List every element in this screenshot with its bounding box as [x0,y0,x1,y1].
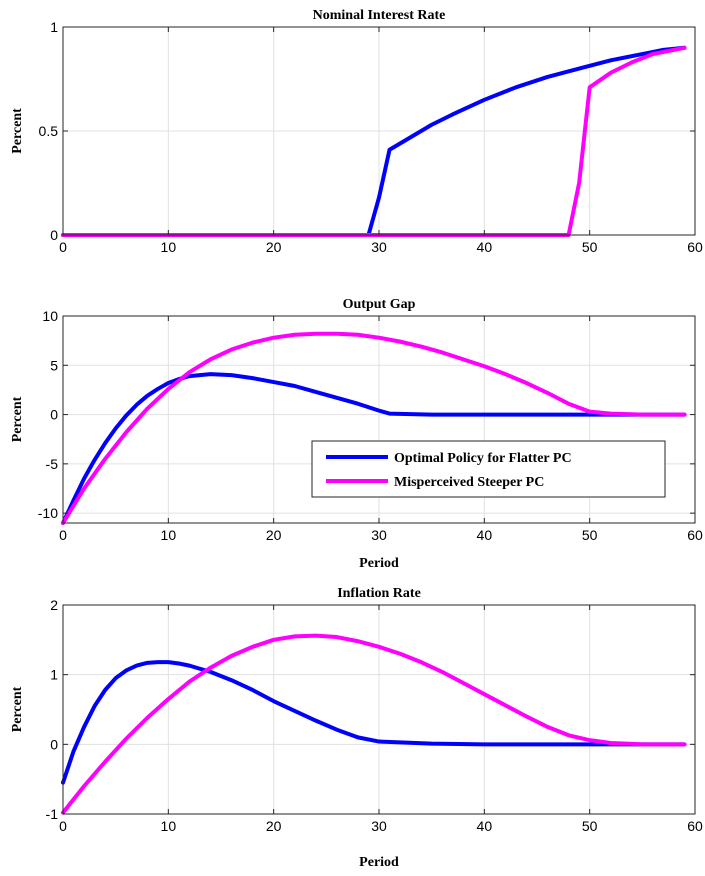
legend-box [311,440,666,498]
y-tick-label: 1 [50,667,58,683]
x-tick-label: 20 [266,527,282,543]
legend-label: Optimal Policy for Flatter PC [394,451,572,466]
x-tick-label: 0 [59,239,67,255]
series-line-2 [61,331,687,525]
legend: Optimal Policy for Flatter PC Misperceive… [311,440,666,498]
chart-title: Nominal Interest Rate [313,8,446,23]
y-tick-label: 0 [50,407,58,423]
y-tick-label: 5 [50,357,58,373]
x-axis-label: Period [359,855,399,870]
y-tick-label: -10 [38,505,58,521]
y-tick-label: 0 [50,227,58,243]
x-tick-label: 20 [266,818,282,834]
x-tick-label: 10 [161,527,177,543]
y-tick-label: 0.5 [39,123,59,139]
y-axis-label: Percent [10,108,25,154]
x-tick-label: 30 [371,527,387,543]
y-tick-label: -5 [46,456,59,472]
x-tick-label: 10 [161,818,177,834]
x-tick-label: 50 [582,239,598,255]
x-tick-label: 60 [687,818,703,834]
x-tick-label: 20 [266,239,282,255]
y-tick-label: 0 [50,736,58,752]
chart-title: Output Gap [343,297,416,312]
x-tick-label: 50 [582,818,598,834]
x-tick-label: 60 [687,527,703,543]
x-axis-label: Period [359,556,399,571]
x-tick-label: 0 [59,818,67,834]
series-line-1 [61,372,687,525]
y-axis-label: Percent [10,396,25,442]
legend-label: Misperceived Steeper PC [394,475,544,490]
y-tick-label: -1 [46,806,59,822]
chart-panel-1: 0 10 20 30 40 50 60 0 0.5 1 Nominal Interest Rate P… [10,8,703,255]
y-tick-label: 1 [50,19,58,35]
x-tick-label: 0 [59,527,67,543]
x-tick-label: 10 [161,239,177,255]
x-tick-label: 50 [582,527,598,543]
x-tick-label: 40 [477,818,493,834]
x-tick-label: 30 [371,818,387,834]
series-line-1 [61,660,687,785]
chart-panel-2: 0 10 20 30 40 50 60 -10 -5 0 5 10 Output Gap Percent P… [10,297,703,571]
y-axis-label: Percent [10,686,25,732]
y-tick-label: 10 [42,308,58,324]
x-tick-label: 60 [687,239,703,255]
x-tick-label: 30 [371,239,387,255]
x-tick-label: 40 [477,527,493,543]
x-tick-label: 40 [477,239,493,255]
y-tick-label: 2 [50,597,58,613]
series-line-2 [61,633,687,815]
chart-title: Inflation Rate [337,586,421,601]
